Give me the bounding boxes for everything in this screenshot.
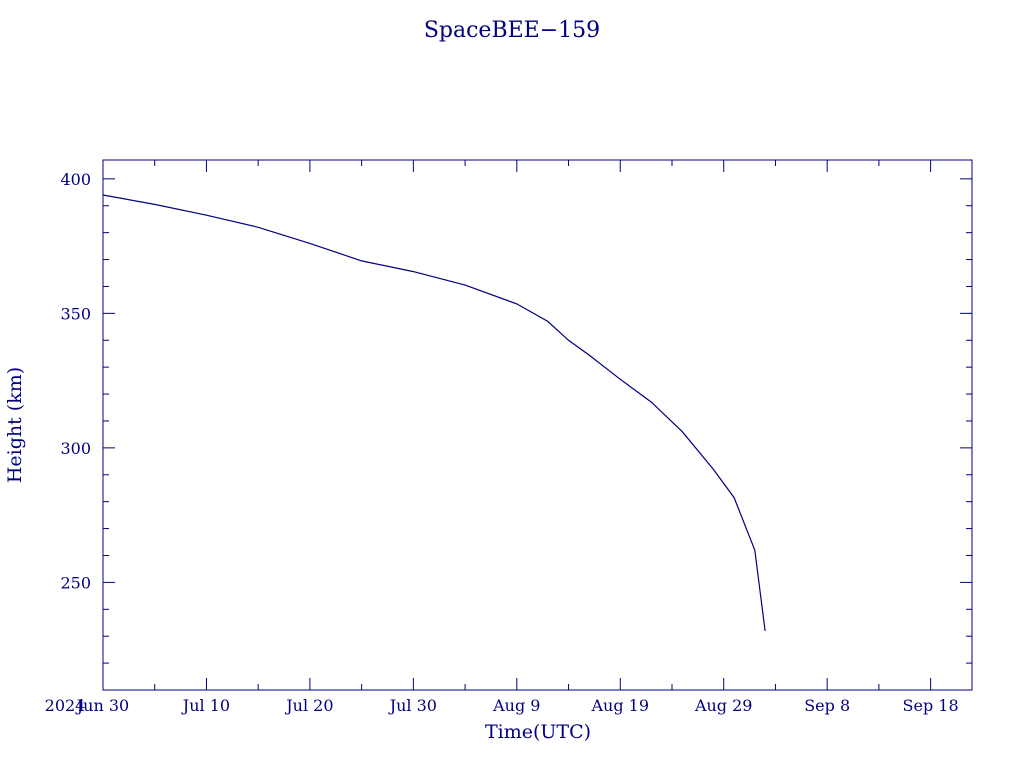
- y-axis-label: Height (km): [4, 367, 26, 483]
- x-tick-label: Aug 29: [694, 696, 753, 715]
- y-tick-label: 350: [60, 304, 91, 323]
- x-tick-label: Jul 30: [388, 696, 437, 715]
- x-tick-label: Sep 8: [804, 696, 850, 715]
- x-tick-label: Jul 10: [181, 696, 230, 715]
- x-tick-label: Sep 18: [903, 696, 959, 715]
- x-tick-label: Aug 19: [590, 696, 649, 715]
- x-axis-ticks: Jun 30 Jul 10 Jul 20 Jul 30 Aug 9 Aug 19 Aug 2…: [75, 160, 959, 715]
- x-tick-label: Jul 20: [284, 696, 333, 715]
- y-tick-label: 250: [60, 573, 91, 592]
- y-tick-label: 300: [60, 439, 91, 458]
- plot-frame: [102, 159, 973, 691]
- height-series-line: [102, 194, 766, 631]
- x-tick-label: Aug 9: [492, 696, 540, 715]
- chart-title: SpaceBEE−159: [424, 18, 600, 43]
- y-axis-ticks: 250 300 350 400: [60, 170, 972, 691]
- year-label: 2024: [45, 696, 86, 715]
- x-tick-label: Jun 30: [75, 696, 129, 715]
- y-tick-label: 400: [60, 170, 91, 189]
- x-axis-label: Time(UTC): [485, 721, 591, 743]
